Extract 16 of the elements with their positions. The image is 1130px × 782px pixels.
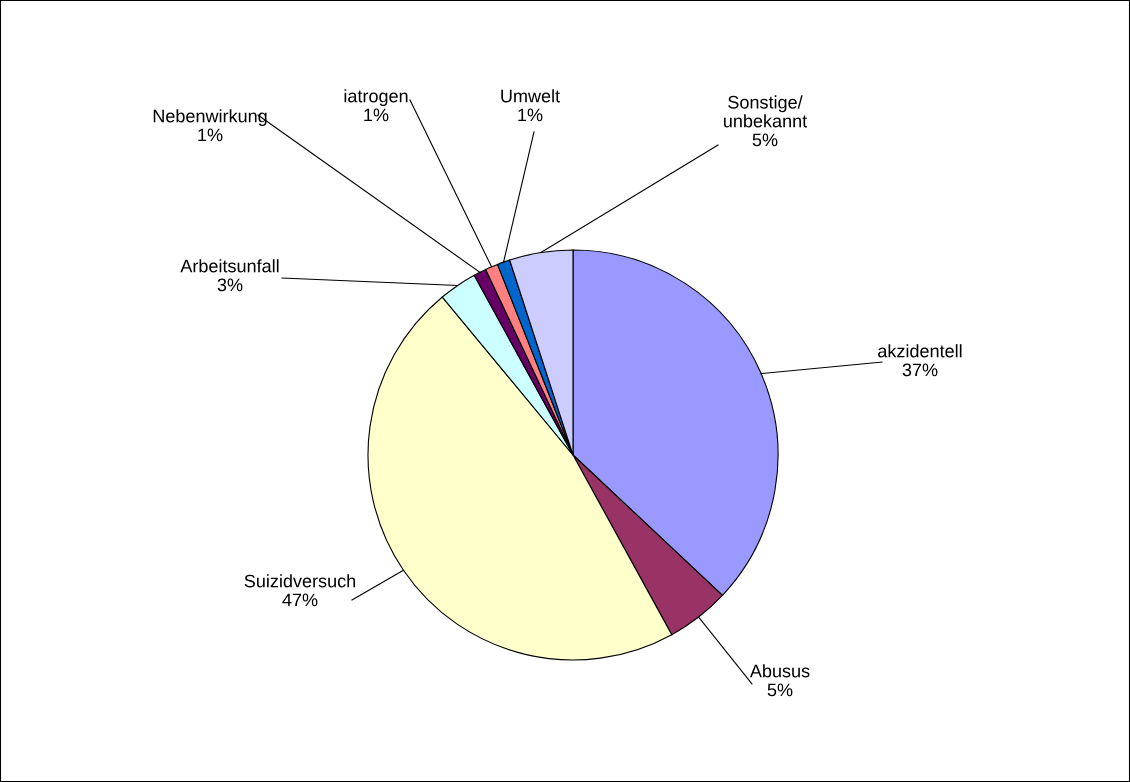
slice-label: Nebenwirkung — [153, 109, 267, 126]
data-label: 1% — [518, 108, 543, 122]
data-label: 1% — [198, 128, 223, 142]
slice-label: Arbeitsunfall — [180, 259, 279, 273]
slice-label: akzidentell — [878, 344, 962, 358]
data-label: 1% — [364, 108, 389, 122]
slice-label: Abusus — [749, 664, 810, 678]
slice-label: Sonstige/ unbekannt — [724, 95, 808, 128]
slice-label: Suizidversuch — [244, 574, 356, 588]
data-label: 5% — [767, 683, 793, 697]
slice-label: Umwelt — [501, 89, 560, 103]
data-label: 37% — [902, 363, 938, 377]
data-label: 3% — [217, 278, 243, 292]
slice-label: iatrogen — [344, 89, 408, 106]
data-label: 5% — [752, 133, 778, 147]
data-label: 47% — [282, 593, 318, 607]
